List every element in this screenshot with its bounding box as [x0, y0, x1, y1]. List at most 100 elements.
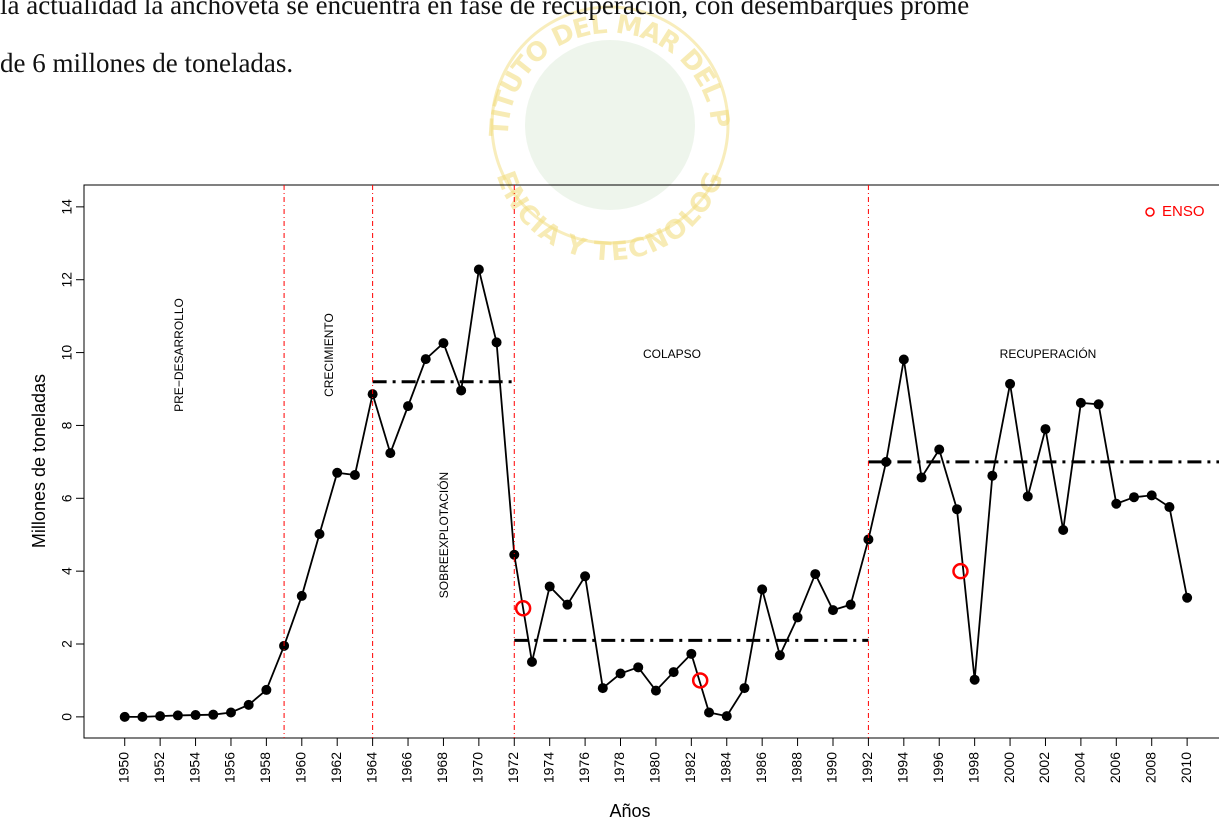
data-point	[1058, 524, 1069, 535]
data-point	[332, 467, 343, 478]
x-tick-label: 1978	[611, 752, 627, 783]
data-point	[385, 448, 396, 459]
data-point	[243, 699, 254, 710]
data-point	[827, 605, 838, 616]
plot-frame	[83, 184, 1219, 739]
legend-label: ENSO	[1162, 203, 1205, 220]
data-point	[403, 401, 414, 412]
data-point	[721, 711, 732, 722]
period-label: SOBREEXPLOTACIÓN	[436, 472, 451, 598]
data-point	[420, 354, 431, 365]
data-point	[934, 444, 945, 455]
data-point	[119, 711, 130, 722]
data-point	[1182, 592, 1193, 603]
data-point	[1093, 399, 1104, 410]
x-tick-label: 1998	[965, 752, 981, 783]
x-tick-label: 1994	[895, 752, 911, 783]
data-point	[349, 469, 360, 480]
data-point	[296, 590, 307, 601]
data-point	[686, 648, 697, 659]
x-tick-label: 1980	[647, 752, 663, 783]
data-point	[172, 710, 183, 721]
x-tick-label: 1968	[434, 752, 450, 783]
x-tick-label: 1960	[292, 752, 308, 783]
data-point	[898, 354, 909, 365]
x-tick-label: 2008	[1142, 752, 1158, 783]
data-point	[615, 668, 626, 679]
y-tick-label: 4	[59, 567, 75, 575]
data-point	[562, 599, 573, 610]
data-point	[757, 584, 768, 595]
data-point	[473, 264, 484, 275]
enso-point	[952, 562, 969, 580]
data-point	[1040, 424, 1051, 435]
data-point	[456, 385, 467, 396]
data-point	[881, 456, 892, 467]
data-point	[367, 389, 378, 400]
data-point	[668, 667, 679, 678]
period-label: CRECIMIENTO	[322, 313, 336, 397]
x-tick-label: 1970	[470, 752, 486, 783]
y-tick-label: 2	[59, 640, 75, 648]
data-point	[1005, 378, 1016, 389]
data-point	[1111, 498, 1122, 509]
enso-point	[514, 600, 532, 617]
data-point	[1129, 492, 1140, 503]
paragraph-line: de 6 millones de toneladas.	[0, 48, 293, 78]
data-point	[863, 534, 874, 545]
x-tick-label: 2006	[1107, 752, 1123, 783]
logo-ring	[490, 5, 730, 245]
data-point	[526, 656, 537, 667]
watermark: INSTITUTO DEL MAR DEL PERU CIENCIA Y TEC…	[0, 0, 735, 267]
x-axis-label: Años	[609, 801, 650, 821]
data-point	[704, 707, 715, 718]
y-axis-label: Millones de toneladas	[29, 374, 49, 548]
y-tick-label: 0	[59, 713, 75, 721]
enso-point	[691, 672, 709, 689]
x-tick-label: 1966	[399, 752, 415, 783]
data-point	[544, 581, 555, 592]
x-tick-label: 1972	[505, 752, 521, 783]
x-tick-label: 1988	[788, 752, 804, 783]
data-point	[155, 711, 166, 722]
x-tick-label: 2010	[1178, 752, 1194, 783]
data-point	[580, 571, 591, 582]
plot-area	[119, 264, 1219, 722]
data-point	[845, 599, 856, 610]
data-point	[208, 709, 219, 720]
x-tick-label: 2002	[1036, 752, 1052, 783]
data-point	[1075, 397, 1086, 408]
x-tick-label: 1964	[363, 752, 379, 783]
data-point	[261, 684, 272, 695]
x-tick-label: 1950	[115, 752, 131, 783]
x-tick-label: 1984	[717, 752, 733, 783]
x-tick-label: 1982	[682, 752, 698, 783]
data-point	[987, 470, 998, 481]
x-tick-label: 1992	[859, 752, 875, 783]
y-tick-label: 14	[59, 199, 75, 215]
data-point	[225, 707, 236, 718]
data-point	[792, 612, 803, 623]
data-point	[137, 711, 148, 722]
x-tick-label: 1956	[222, 752, 238, 783]
data-point	[1164, 502, 1175, 513]
data-point	[314, 528, 325, 539]
data-point	[739, 683, 750, 694]
y-tick-label: 12	[59, 272, 75, 288]
x-tick-label: 1958	[257, 752, 273, 783]
x-tick-label: 1990	[824, 752, 840, 783]
data-point	[491, 337, 502, 348]
data-point	[774, 650, 785, 661]
data-point	[509, 549, 520, 560]
data-point	[810, 569, 821, 580]
data-point	[1146, 490, 1157, 501]
period-label: COLAPSO	[643, 347, 701, 361]
x-tick-label: 1996	[930, 752, 946, 783]
legend-symbol	[1145, 207, 1155, 217]
data-point	[190, 710, 201, 721]
data-point	[1022, 491, 1033, 502]
x-tick-label: 1962	[328, 752, 344, 783]
x-tick-label: 1952	[151, 752, 167, 783]
